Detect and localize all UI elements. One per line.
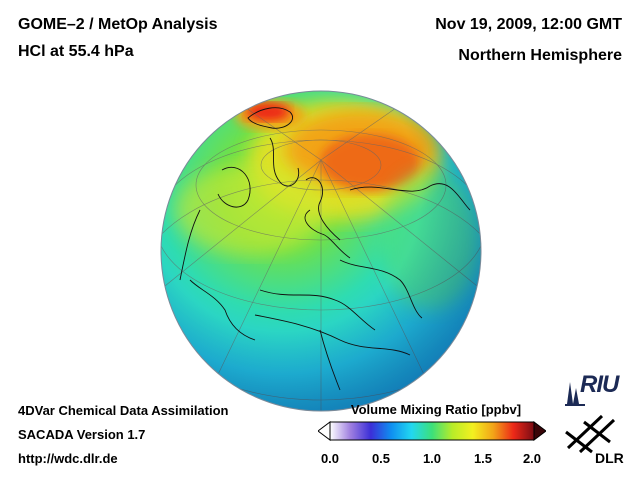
- colorbar-title: Volume Mixing Ratio [ppbv]: [350, 402, 522, 417]
- footer-method: 4DVar Chemical Data Assimilation: [18, 403, 229, 418]
- dlr-logo-text: DLR: [595, 450, 624, 466]
- colorbar-tick-0: 0.0: [320, 451, 340, 466]
- map-title: GOME–2 / MetOp Analysis: [18, 16, 218, 33]
- analysis-date: Nov 19, 2009, 12:00 GMT: [435, 16, 622, 33]
- colorbar-min-arrow: [318, 421, 331, 441]
- dlr-logo-icon: [565, 414, 616, 454]
- colorbar-max-arrow: [533, 421, 546, 441]
- colorbar-gradient: [329, 421, 535, 441]
- colorbar-tick-4: 2.0: [522, 451, 542, 466]
- footer-url: http://wdc.dlr.de: [18, 451, 118, 466]
- colorbar-tick-2: 1.0: [422, 451, 442, 466]
- riu-logo-icon: [565, 382, 585, 406]
- footer-version: SACADA Version 1.7: [18, 427, 146, 442]
- colorbar: [318, 421, 546, 441]
- colorbar-tick-1: 0.5: [371, 451, 391, 466]
- globe-map: [160, 90, 482, 412]
- riu-logo-text: RIU: [580, 371, 619, 398]
- colorbar-tick-3: 1.5: [473, 451, 493, 466]
- map-subtitle: HCl at 55.4 hPa: [18, 43, 134, 60]
- region-label: Northern Hemisphere: [458, 47, 622, 64]
